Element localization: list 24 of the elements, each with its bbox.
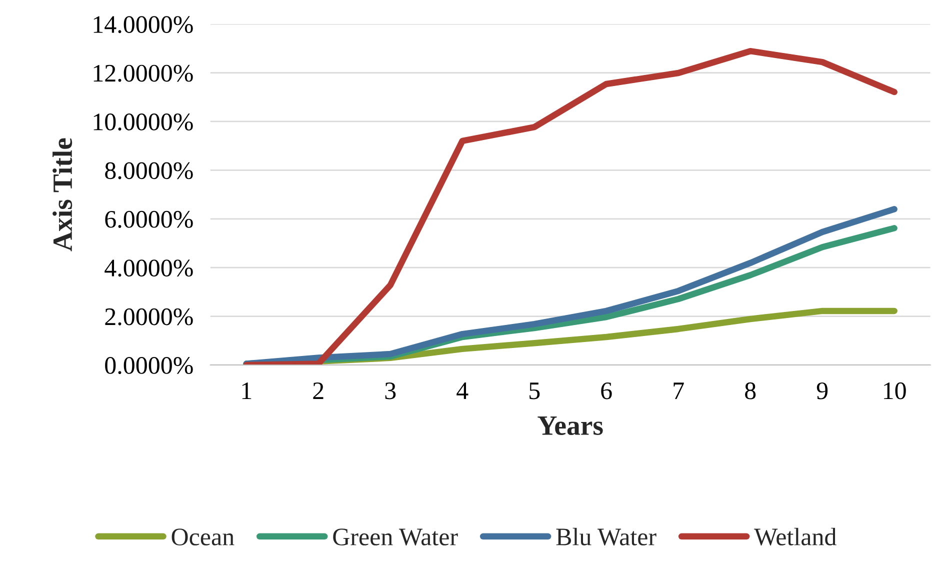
legend-label: Wetland xyxy=(754,528,836,546)
x-axis-title: Years xyxy=(538,416,603,435)
y-tick-label: 6.0000% xyxy=(105,210,193,228)
x-tick-label: 4 xyxy=(456,382,468,400)
y-tick-label: 0.0000% xyxy=(105,357,193,374)
x-tick-label: 9 xyxy=(816,382,828,400)
x-tick-label: 6 xyxy=(601,382,612,400)
legend-label: Green Water xyxy=(333,528,458,546)
y-axis-title: Axis Title xyxy=(52,138,72,252)
legend-label: Blu Water xyxy=(556,528,656,546)
x-tick-label: 7 xyxy=(674,382,684,400)
x-tick-label: 5 xyxy=(530,382,540,400)
y-tick-label: 2.0000% xyxy=(105,308,193,326)
x-tick-label: 2 xyxy=(313,382,324,400)
x-tick-label: 10 xyxy=(884,382,906,400)
x-tick-label: 8 xyxy=(745,382,756,400)
x-tick-label: 3 xyxy=(385,382,396,400)
y-tick-label: 8.0000% xyxy=(105,162,193,180)
y-tick-label: 14.0000% xyxy=(94,16,193,34)
y-tick-label: 10.0000% xyxy=(94,114,193,131)
legend-label: Ocean xyxy=(172,528,234,546)
x-tick-label: 1 xyxy=(242,382,252,400)
y-tick-label: 12.0000% xyxy=(94,64,193,82)
y-tick-label: 4.0000% xyxy=(104,260,193,277)
